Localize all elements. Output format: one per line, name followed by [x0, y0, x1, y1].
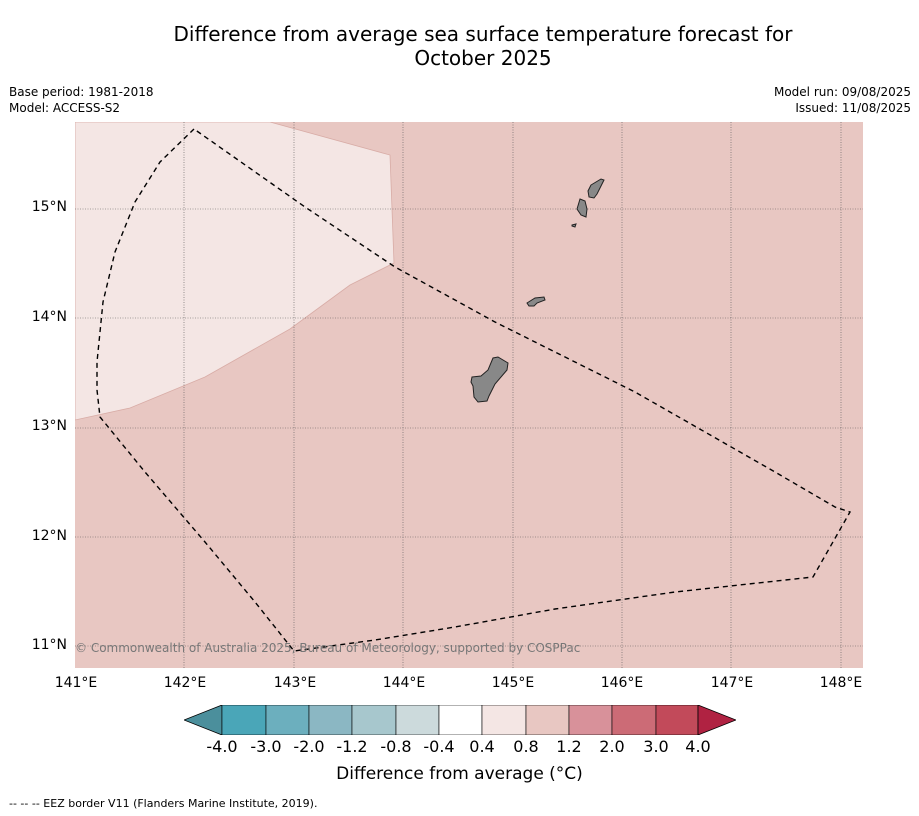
colorbar-swatch-11: [655, 705, 699, 735]
colorbar-tick-label: -0.8: [380, 737, 412, 756]
colorbar-swatch-8: [525, 705, 570, 735]
lat-label-14: 14°N: [31, 309, 67, 325]
copyright-text: © Commonwealth of Australia 2025, Bureau…: [75, 641, 581, 655]
colorbar-tick-label: 3.0: [643, 737, 669, 756]
colorbar-tick-label: 0.4: [469, 737, 495, 756]
colorbar-swatch-3: [308, 705, 353, 735]
tinian-island: [576, 198, 588, 218]
colorbar-arrow-high: [697, 705, 736, 735]
map-panel: [75, 122, 863, 668]
colorbar-swatch-4: [351, 705, 397, 735]
eez-border: [96, 128, 852, 652]
page-title: Difference from average sea surface temp…: [0, 22, 919, 70]
colorbar-label: Difference from average (°C): [336, 764, 583, 784]
colorbar: [184, 705, 736, 735]
colorbar-tick-label: -3.0: [250, 737, 282, 756]
lon-label-143: 143°E: [273, 675, 317, 691]
colorbar-tick-label: 2.0: [599, 737, 625, 756]
title-line-1: Difference from average sea surface temp…: [173, 22, 793, 46]
aguijan-island: [571, 223, 577, 228]
colorbar-tick-label: -0.4: [423, 737, 455, 756]
lon-label-147: 147°E: [710, 675, 754, 691]
lat-label-15: 15°N: [31, 199, 67, 215]
lon-label-141: 141°E: [54, 675, 98, 691]
lon-label-148: 148°E: [819, 675, 863, 691]
lon-label-145: 145°E: [491, 675, 535, 691]
colorbar-tick-label: -2.0: [293, 737, 325, 756]
colorbar-tick-label: -1.2: [336, 737, 368, 756]
title-line-2: October 2025: [414, 46, 552, 70]
issued-text: Issued: 11/08/2025: [795, 101, 911, 115]
eez-legend-footer: -- -- -- EEZ border V11 (Flanders Marine…: [9, 797, 318, 810]
anomaly-light-region: [75, 122, 395, 421]
base-period-text: Base period: 1981-2018: [9, 85, 154, 99]
colorbar-swatch-1: [221, 705, 267, 735]
lat-label-11: 11°N: [31, 637, 67, 653]
colorbar-tick-label: 0.8: [513, 737, 539, 756]
lon-label-144: 144°E: [382, 675, 426, 691]
guam-island: [470, 356, 509, 403]
colorbar-arrow-low: [184, 705, 223, 735]
lon-label-142: 142°E: [163, 675, 207, 691]
colorbar-swatch-5: [395, 705, 440, 735]
meta-right: Model run: 09/08/2025 Issued: 11/08/2025: [774, 84, 911, 116]
lat-label-12: 12°N: [31, 528, 67, 544]
model-run-text: Model run: 09/08/2025: [773, 85, 911, 99]
lat-label-13: 13°N: [31, 418, 67, 434]
colorbar-swatch-6: [438, 705, 483, 735]
meta-left: Base period: 1981-2018 Model: ACCESS-S2: [9, 84, 154, 116]
rota-island: [526, 296, 546, 307]
saipan-island: [587, 178, 605, 199]
lon-label-146: 146°E: [600, 675, 644, 691]
colorbar-swatch-2: [265, 705, 310, 735]
colorbar-tick-label: 4.0: [685, 737, 711, 756]
colorbar-swatch-9: [568, 705, 613, 735]
colorbar-swatch-7: [481, 705, 527, 735]
colorbar-tick-label: -4.0: [206, 737, 238, 756]
colorbar-swatch-10: [611, 705, 657, 735]
gridlines: [75, 122, 863, 668]
model-text: Model: ACCESS-S2: [9, 101, 121, 115]
colorbar-tick-label: 1.2: [556, 737, 582, 756]
